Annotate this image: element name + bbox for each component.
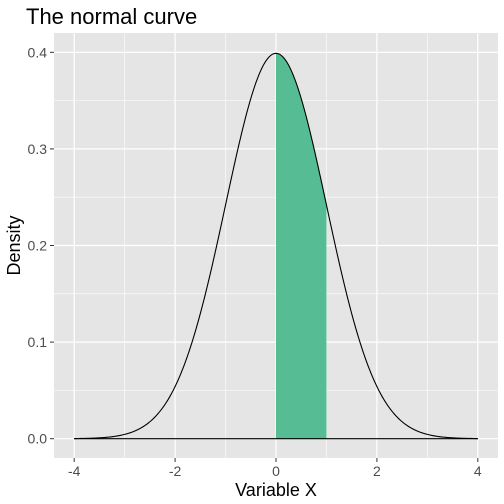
y-tick-label: 0.2 xyxy=(28,238,48,254)
x-tick-label: -2 xyxy=(169,463,182,479)
normal-curve-line xyxy=(74,52,478,440)
chart-title: The normal curve xyxy=(26,4,197,29)
x-tick-label: 4 xyxy=(474,463,482,479)
y-axis: 0.0 0.1 0.2 0.3 0.4 xyxy=(28,44,54,447)
x-axis: -4 -2 0 2 4 xyxy=(68,458,482,479)
y-tick-label: 0.0 xyxy=(28,431,48,447)
y-tick-label: 0.3 xyxy=(28,141,48,157)
y-axis-title: Density xyxy=(4,215,24,275)
y-tick-label: 0.4 xyxy=(28,44,48,60)
y-tick-label: 0.1 xyxy=(28,334,48,350)
x-axis-title: Variable X xyxy=(235,480,317,500)
x-tick-label: 2 xyxy=(373,463,381,479)
x-tick-label: -4 xyxy=(68,463,81,479)
x-tick-label: 0 xyxy=(272,463,280,479)
